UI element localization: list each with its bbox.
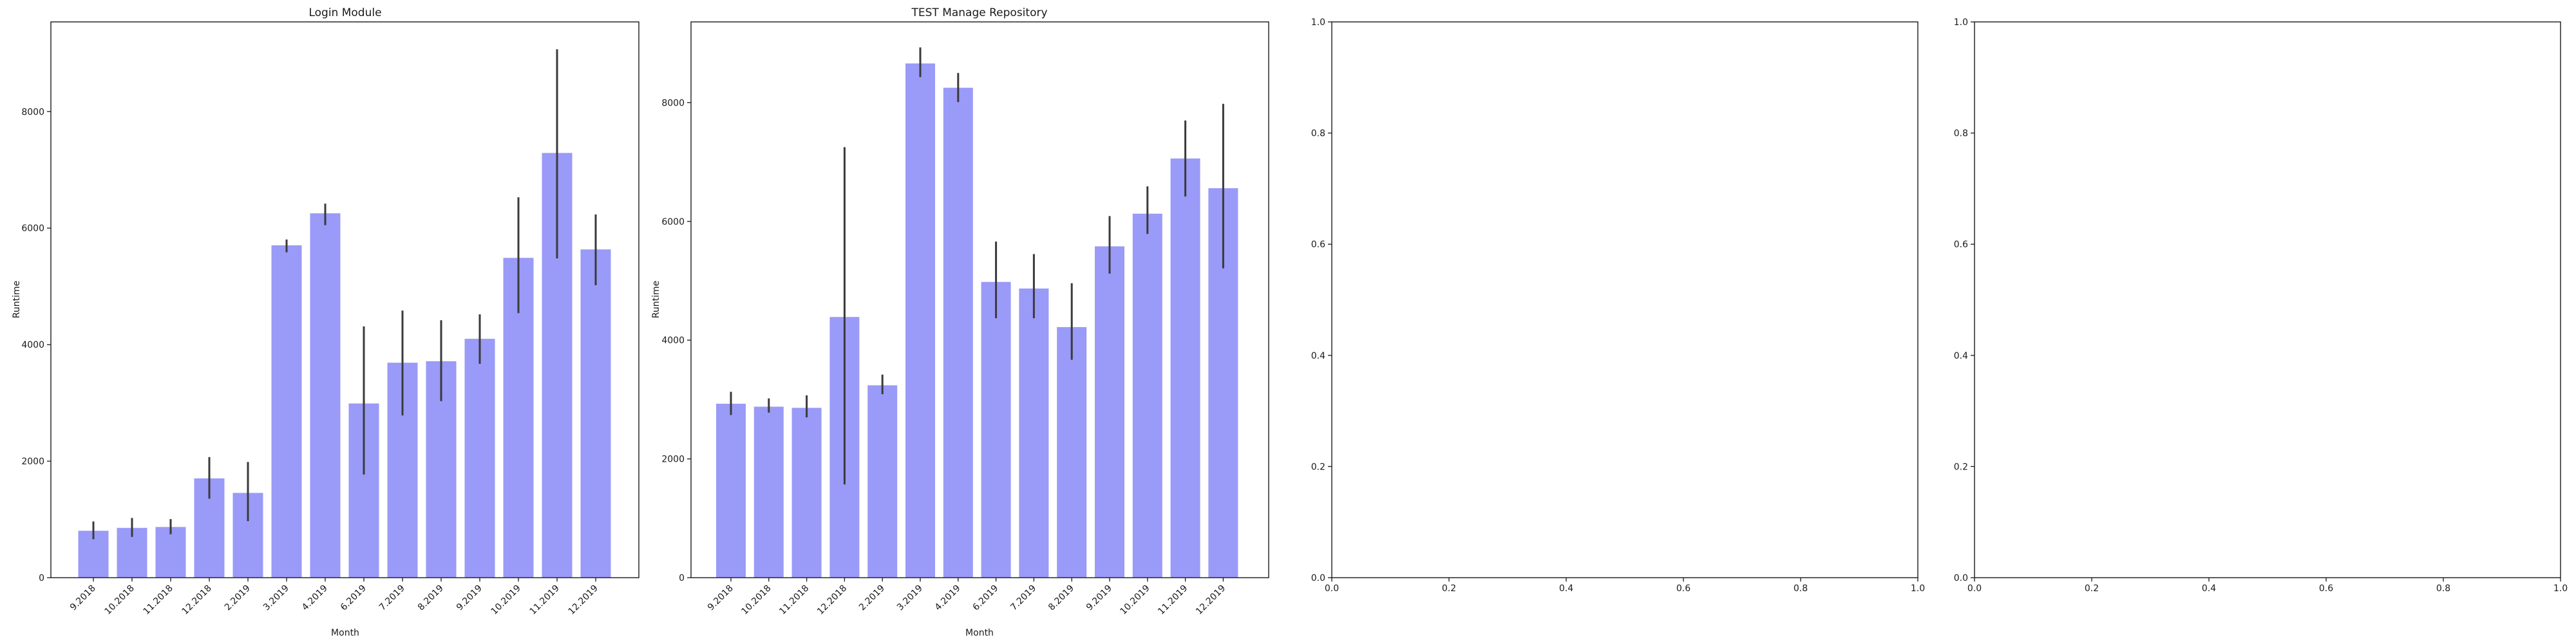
x-tick-label: 0.4 bbox=[2202, 583, 2216, 594]
x-tick-label: 6.2019 bbox=[971, 583, 1000, 613]
y-tick-label: 6000 bbox=[21, 223, 44, 234]
bar-8.2019 bbox=[1057, 327, 1087, 578]
bar-10.2019 bbox=[1132, 213, 1162, 578]
bar-6.2019 bbox=[981, 281, 1011, 578]
y-tick-label: 0.6 bbox=[1311, 240, 1325, 250]
x-tick-label: 11.2018 bbox=[777, 583, 811, 617]
bar-3.2019 bbox=[271, 245, 302, 578]
x-tick-label: 0.6 bbox=[1676, 583, 1690, 594]
y-tick-label: 0 bbox=[679, 573, 685, 583]
x-tick-label: 10.2018 bbox=[103, 583, 137, 617]
y-tick-label: 0.6 bbox=[1954, 240, 1968, 250]
bar-10.2018 bbox=[753, 406, 784, 578]
y-tick-label: 0.2 bbox=[1311, 462, 1325, 472]
x-tick-label: 0.0 bbox=[1967, 583, 1982, 594]
chart1-ylabel: Runtime bbox=[12, 280, 22, 319]
x-tick-label: 12.2019 bbox=[1194, 583, 1227, 617]
y-tick-label: 1.0 bbox=[1954, 17, 1968, 28]
x-tick-label: 7.2019 bbox=[377, 583, 407, 613]
axes-spines bbox=[690, 21, 1269, 578]
chart2-title: TEST Manage Repository bbox=[911, 6, 1048, 19]
x-tick-label: 10.2019 bbox=[1118, 583, 1151, 617]
x-tick-label: 12.2018 bbox=[180, 583, 214, 617]
bar-11.2018 bbox=[155, 527, 186, 578]
x-tick-label: 8.2019 bbox=[1046, 583, 1076, 613]
x-tick-label: 1.0 bbox=[2553, 583, 2568, 594]
bar-4.2019 bbox=[310, 213, 341, 578]
x-tick-label: 3.2019 bbox=[895, 583, 925, 613]
x-tick-label: 1.0 bbox=[1911, 583, 1925, 594]
x-tick-label: 9.2019 bbox=[455, 583, 484, 613]
bar-11.2019 bbox=[1170, 158, 1200, 578]
axes-spines bbox=[1331, 21, 1918, 578]
x-tick-label: 0.8 bbox=[1794, 583, 1808, 594]
x-tick-label: 10.2019 bbox=[489, 583, 523, 617]
y-tick-label: 1.0 bbox=[1311, 17, 1325, 28]
bar-3.2019 bbox=[905, 63, 935, 578]
x-tick-label: 0.2 bbox=[1442, 583, 1456, 594]
y-tick-label: 0.4 bbox=[1311, 351, 1325, 361]
x-tick-label: 11.2019 bbox=[528, 583, 562, 617]
x-tick-label: 6.2019 bbox=[339, 583, 368, 613]
x-tick-label: 4.2019 bbox=[933, 583, 963, 613]
chart2-xlabel: Month bbox=[965, 628, 994, 638]
x-tick-label: 7.2019 bbox=[1009, 583, 1038, 613]
x-tick-label: 0.8 bbox=[2436, 583, 2450, 594]
x-tick-label: 8.2019 bbox=[416, 583, 446, 613]
subplot-3: 0.0 0.2 0.4 0.6 0.8 1.0 0.0 0.2 0.4 0.6 0.8 1.0 bbox=[1311, 17, 1925, 594]
axes-spines bbox=[1974, 21, 2561, 578]
x-tick-label: 0.4 bbox=[1559, 583, 1573, 594]
bar-9.2019 bbox=[1095, 246, 1124, 578]
y-tick-label: 8000 bbox=[661, 98, 685, 108]
bar-7.2019 bbox=[1019, 289, 1049, 578]
y-tick-label: 0.8 bbox=[1311, 129, 1325, 139]
chart2-ylabel: Runtime bbox=[651, 280, 661, 319]
y-tick-label: 0.2 bbox=[1954, 462, 1968, 472]
bar-12.2019 bbox=[580, 249, 611, 578]
x-tick-label: 2.2019 bbox=[857, 583, 887, 613]
x-tick-label: 4.2019 bbox=[300, 583, 330, 613]
x-tick-label: 0.6 bbox=[2319, 583, 2333, 594]
chart1-xlabel: Month bbox=[331, 628, 359, 638]
y-tick-label: 2000 bbox=[21, 457, 44, 467]
bar-2.2019 bbox=[867, 385, 898, 578]
y-tick-label: 4000 bbox=[661, 336, 685, 346]
x-tick-label: 11.2018 bbox=[142, 583, 175, 617]
subplot-4: 0.0 0.2 0.4 0.6 0.8 1.0 0.0 0.2 0.4 0.6 0.8 1.0 bbox=[1954, 17, 2568, 594]
x-tick-label: 0.2 bbox=[2085, 583, 2099, 594]
x-tick-label: 12.2019 bbox=[567, 583, 600, 617]
y-tick-label: 2000 bbox=[661, 455, 685, 465]
y-tick-label: 0 bbox=[39, 573, 44, 583]
y-tick-label: 4000 bbox=[21, 340, 44, 350]
x-tick-label: 3.2019 bbox=[261, 583, 291, 613]
x-tick-label: 11.2019 bbox=[1156, 583, 1189, 617]
bar-9.2018 bbox=[716, 403, 746, 578]
x-tick-label: 9.2018 bbox=[68, 583, 98, 613]
axes-spines bbox=[50, 21, 639, 578]
chart1-title: Login Module bbox=[308, 6, 382, 19]
x-tick-label: 2.2019 bbox=[223, 583, 252, 613]
x-tick-label: 0.0 bbox=[1325, 583, 1339, 594]
bar-4.2019 bbox=[943, 88, 973, 578]
x-tick-label: 12.2018 bbox=[815, 583, 849, 617]
y-tick-label: 8000 bbox=[21, 107, 44, 117]
x-tick-label: 10.2018 bbox=[739, 583, 773, 617]
x-tick-label: 9.2018 bbox=[706, 583, 735, 613]
bar-11.2018 bbox=[791, 408, 822, 578]
x-tick-label: 9.2019 bbox=[1084, 583, 1114, 613]
y-tick-label: 6000 bbox=[661, 217, 685, 227]
y-tick-label: 0.0 bbox=[1954, 573, 1968, 583]
bar-9.2019 bbox=[464, 339, 495, 578]
y-tick-label: 0.4 bbox=[1954, 351, 1968, 361]
y-tick-label: 0.0 bbox=[1311, 573, 1325, 583]
y-tick-label: 0.8 bbox=[1954, 129, 1968, 139]
